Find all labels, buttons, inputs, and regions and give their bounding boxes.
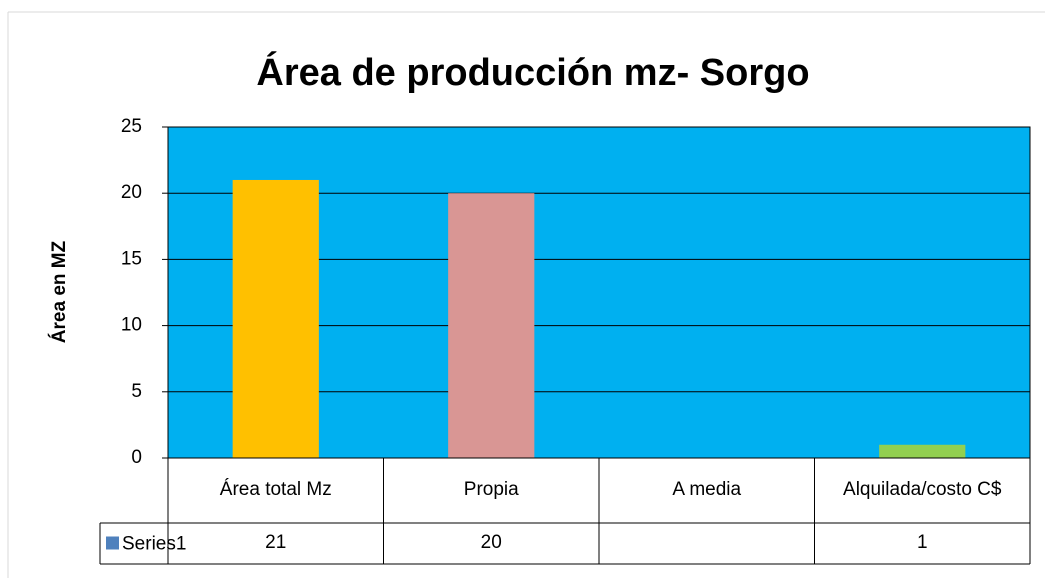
x-tick-label-cell: A media [599, 458, 815, 523]
data-table-value-box [599, 523, 815, 564]
chart-title: Área de producción mz- Sorgo [256, 50, 809, 94]
data-table-value: 21 [265, 532, 287, 554]
y-tick-label: 0 [131, 447, 142, 468]
data-table-value-box: 1 [815, 523, 1031, 564]
x-tick-label-cell: Propia [384, 458, 600, 523]
bar [448, 193, 535, 458]
bar [232, 179, 319, 458]
data-table-value-cell [599, 523, 815, 564]
y-tick-label: 10 [121, 315, 142, 336]
data-table-value-cell: 1 [815, 523, 1031, 564]
data-table-value-cell: 20 [384, 523, 600, 564]
x-tick-label: Área total Mz [219, 479, 332, 501]
data-table-value-box: 20 [384, 523, 600, 564]
x-tick-label-cell: Alquilada/costo C$ [815, 458, 1031, 523]
data-table-value-box: 21 [168, 523, 384, 564]
legend-label: Series1 [122, 534, 186, 555]
data-table-value-cell: 21 [168, 523, 384, 564]
y-axis-label: Área en MZ [48, 240, 70, 343]
x-tick-label: Propia [463, 479, 519, 501]
x-tick-label-box: A media [599, 458, 815, 523]
x-tick-label-box: Alquilada/costo C$ [815, 458, 1031, 523]
x-tick-label-box: Propia [384, 458, 600, 523]
bar [879, 444, 966, 458]
y-tick-label: 15 [121, 248, 142, 269]
data-table-value: 20 [480, 532, 502, 554]
y-tick-label: 20 [121, 182, 142, 203]
x-tick-label: A media [672, 479, 742, 501]
x-tick-label-box: Área total Mz [168, 458, 384, 523]
data-table-value: 1 [916, 532, 928, 554]
legend-key [106, 536, 119, 550]
x-tick-label: Alquilada/costo C$ [843, 479, 1002, 501]
x-tick-label-cell: Área total Mz [168, 458, 384, 523]
y-tick-label: 25 [121, 116, 142, 137]
y-tick-label: 5 [131, 381, 142, 402]
